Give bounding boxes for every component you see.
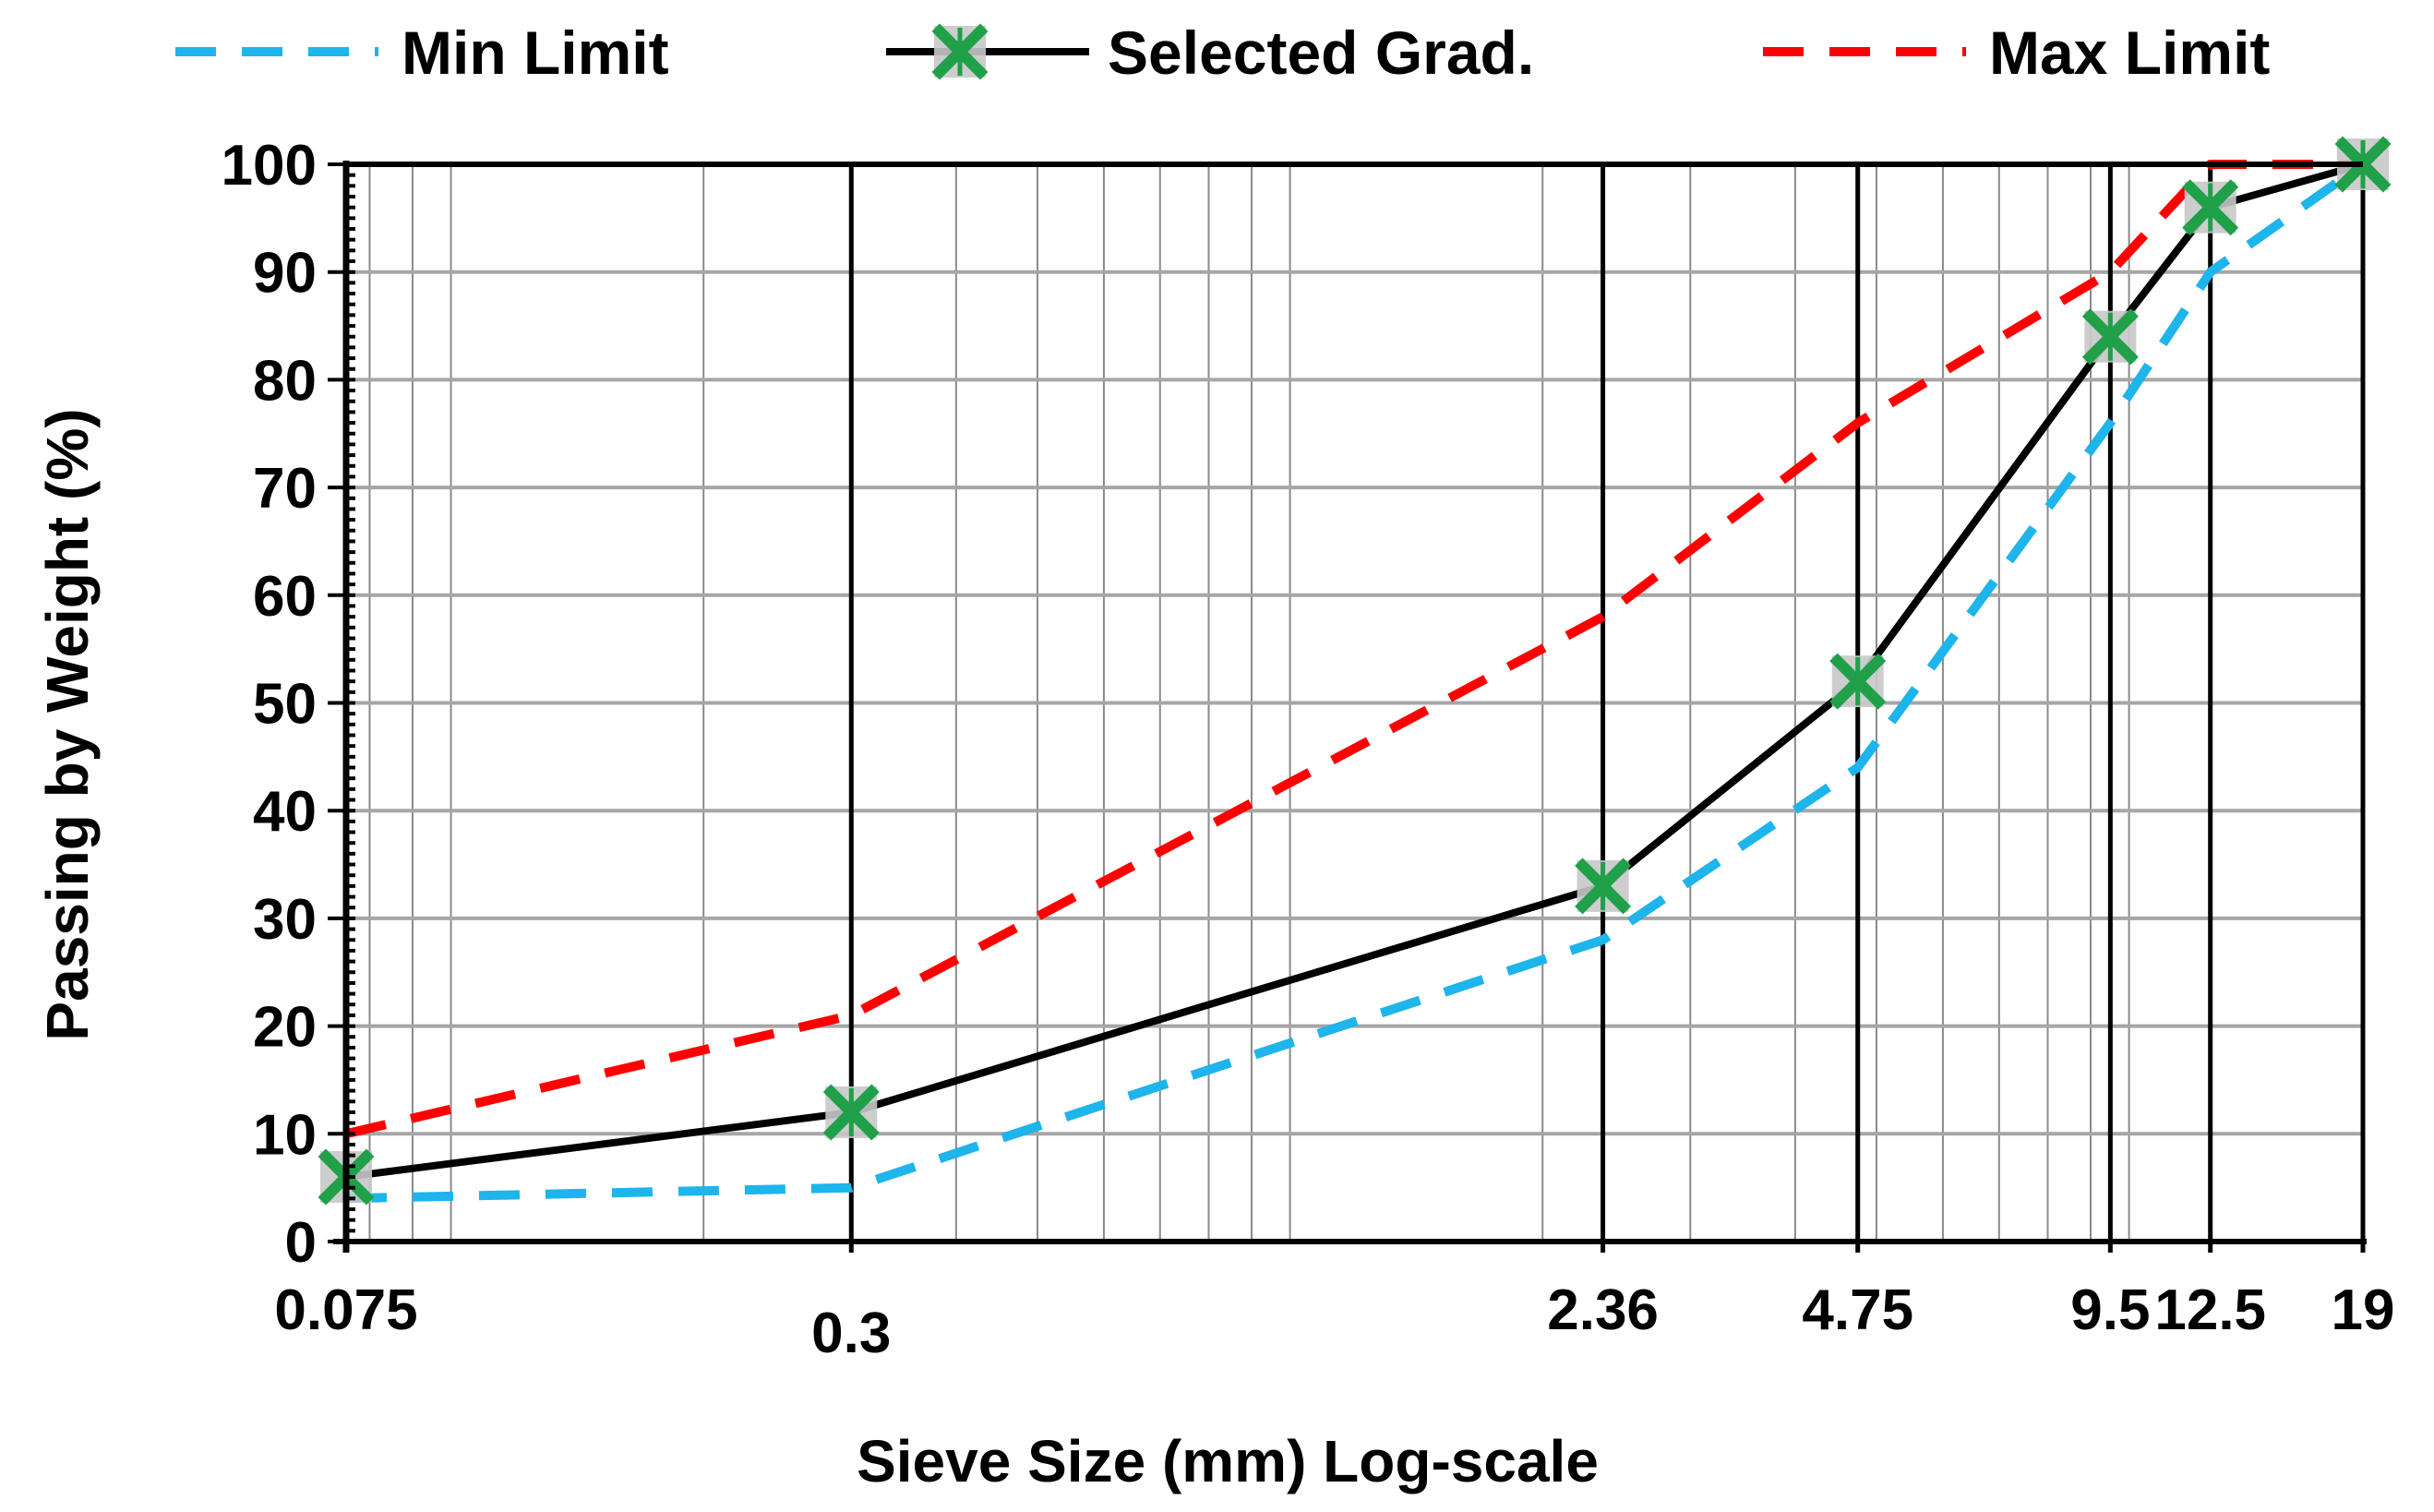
x-axis-title: Sieve Size (mm) Log-scale: [857, 1428, 1599, 1494]
y-tick-labels: 0 10 20 30 40 50 60 70 80 90 100: [222, 134, 317, 1275]
y-tick-label: 90: [253, 242, 317, 306]
legend-item-min-limit: Min Limit: [175, 18, 669, 87]
x-tick-label: 4.75: [1802, 1278, 1913, 1342]
axes-layer: [328, 161, 2367, 1253]
y-tick-label: 0: [285, 1211, 317, 1275]
series-line-min-limit: [345, 160, 2366, 1204]
legend-swatch-marker: [931, 23, 989, 80]
legend-label: Selected Grad.: [1108, 18, 1534, 87]
x-tick-label: 2.36: [1547, 1278, 1659, 1342]
y-tick-label: 80: [253, 349, 317, 413]
legend: Min Limit Selected Grad. Max Limit: [175, 18, 2270, 87]
data-point-selected-grad: [2081, 308, 2139, 366]
y-tick-label: 20: [253, 996, 317, 1060]
data-point-selected-grad: [822, 1084, 880, 1141]
x-tick-label: 12.5: [2154, 1278, 2266, 1342]
x-tick-label: 9.5: [2070, 1278, 2150, 1342]
y-tick-label: 40: [253, 780, 317, 844]
y-axis-title: Passing by Weight (%): [34, 408, 101, 1040]
data-point-selected-grad: [2182, 179, 2239, 236]
legend-label: Min Limit: [402, 18, 669, 87]
y-tick-label: 60: [253, 565, 317, 629]
x-tick-labels: 0.075 0.3 2.36 4.75 9.5 12.5 19: [274, 1278, 2394, 1365]
legend-item-selected-grad: Selected Grad.: [886, 18, 1534, 87]
y-tick-label: 10: [253, 1103, 317, 1167]
data-point-selected-grad: [1575, 858, 1632, 915]
legend-item-max-limit: Max Limit: [1763, 18, 2270, 87]
y-tick-label: 30: [253, 888, 317, 952]
y-tick-label: 50: [253, 673, 317, 737]
x-tick-label: 0.075: [274, 1278, 417, 1342]
y-tick-label: 100: [222, 134, 317, 198]
legend-label: Max Limit: [1989, 18, 2270, 87]
x-tick-label: 19: [2332, 1278, 2395, 1342]
y-tick-label: 70: [253, 457, 317, 521]
data-point-selected-grad: [1829, 653, 1887, 710]
x-tick-label: 0.3: [811, 1302, 891, 1365]
